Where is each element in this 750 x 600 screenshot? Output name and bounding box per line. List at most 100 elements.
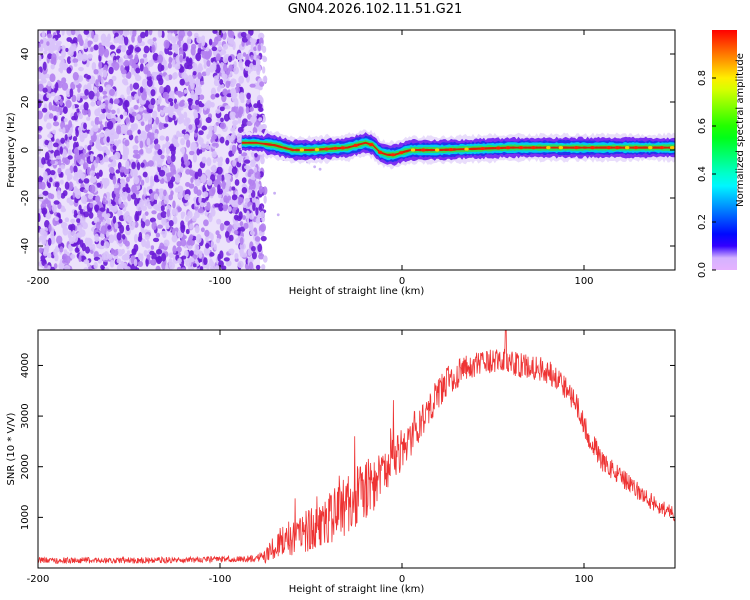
noise-speckle <box>171 227 176 236</box>
noise-speckle <box>52 37 56 45</box>
ridge-hotspot <box>590 146 595 150</box>
noise-speckle <box>125 160 130 170</box>
noise-speckle <box>124 139 130 147</box>
noise-speckle <box>60 164 66 170</box>
noise-speckle <box>106 213 111 218</box>
noise-speckle <box>113 99 118 105</box>
noise-speckle <box>185 139 191 148</box>
ridge-hotspot <box>324 147 329 151</box>
noise-speckle <box>203 257 208 265</box>
noise-speckle <box>98 85 104 93</box>
noise-speckle <box>225 80 231 89</box>
noise-speckle <box>49 177 53 183</box>
noise-speckle <box>259 96 264 105</box>
noise-speckle <box>151 71 157 77</box>
noise-speckle <box>224 230 230 239</box>
noise-speckle <box>160 205 165 212</box>
noise-speckle <box>166 148 171 155</box>
noise-speckle <box>73 147 80 156</box>
ridge-hotspot <box>648 146 653 150</box>
noise-speckle <box>135 67 141 74</box>
noise-speckle <box>38 83 44 92</box>
noise-speckle <box>177 257 182 264</box>
noise-speckle <box>42 61 47 71</box>
noise-speckle <box>175 174 181 183</box>
noise-speckle <box>239 93 245 99</box>
noise-speckle <box>66 37 73 42</box>
noise-speckle <box>137 129 141 135</box>
noise-speckle <box>121 254 128 261</box>
noise-speckle <box>198 65 202 73</box>
noise-speckle <box>103 48 110 58</box>
noise-speckle <box>76 108 80 113</box>
noise-speckle <box>38 237 41 244</box>
noise-speckle <box>237 155 242 164</box>
x-tick-label: 100 <box>574 276 593 287</box>
noise-speckle <box>139 140 144 149</box>
noise-speckle <box>159 135 165 141</box>
noise-speckle <box>135 210 139 217</box>
noise-speckle <box>61 205 65 211</box>
noise-speckle <box>98 96 103 101</box>
noise-speckle <box>138 231 143 241</box>
noise-speckle <box>155 116 160 125</box>
noise-speckle <box>179 66 185 73</box>
noise-speckle <box>92 243 96 252</box>
noise-speckle <box>112 249 119 257</box>
noise-speckle <box>151 210 157 215</box>
noise-speckle <box>230 78 237 85</box>
noise-speckle <box>47 33 53 39</box>
noise-speckle <box>89 202 94 208</box>
noise-speckle <box>114 117 121 122</box>
noise-speckle <box>188 183 195 189</box>
noise-speckle <box>255 207 259 216</box>
noise-speckle <box>248 168 254 175</box>
noise-speckle <box>218 260 224 268</box>
noise-speckle <box>203 247 211 256</box>
noise-speckle <box>160 211 167 219</box>
noise-speckle <box>135 153 141 160</box>
noise-speckle <box>219 136 225 144</box>
figure-title: GN04.2026.102.11.51.G21 <box>287 2 463 17</box>
noise-speckle <box>69 200 74 206</box>
stray-point <box>313 165 317 169</box>
x-axis-label: Height of straight line (km) <box>289 286 425 297</box>
noise-speckle <box>212 30 218 34</box>
noise-speckle <box>228 55 233 63</box>
noise-speckle <box>191 215 197 222</box>
noise-speckle <box>182 42 188 52</box>
noise-speckle <box>64 217 70 223</box>
noise-speckle <box>172 200 176 209</box>
noise-speckle <box>61 30 65 36</box>
noise-speckle <box>134 46 142 53</box>
noise-speckle <box>183 89 188 94</box>
noise-speckle <box>260 156 265 165</box>
noise-speckle <box>221 30 226 34</box>
noise-speckle <box>179 114 185 124</box>
noise-speckle <box>58 218 63 224</box>
noise-speckle <box>90 153 94 163</box>
noise-speckle <box>228 234 234 242</box>
noise-speckle <box>179 166 184 173</box>
noise-speckle <box>44 152 50 161</box>
noise-speckle <box>68 120 73 129</box>
noise-speckle <box>78 50 82 60</box>
noise-speckle <box>65 255 71 265</box>
noise-speckle <box>107 225 112 230</box>
noise-speckle <box>95 79 99 87</box>
noise-speckle <box>112 175 117 185</box>
noise-speckle <box>103 181 108 189</box>
noise-speckle <box>220 117 224 123</box>
noise-speckle <box>146 254 151 260</box>
noise-speckle <box>112 215 117 224</box>
noise-speckle <box>190 90 195 100</box>
noise-speckle <box>198 149 203 154</box>
noise-speckle <box>205 236 209 242</box>
noise-speckle <box>113 184 120 189</box>
noise-speckle <box>210 87 217 96</box>
noise-speckle <box>155 154 160 163</box>
noise-speckle <box>52 121 60 127</box>
noise-speckle <box>165 74 169 81</box>
noise-speckle <box>114 222 119 230</box>
noise-speckle <box>170 154 176 163</box>
